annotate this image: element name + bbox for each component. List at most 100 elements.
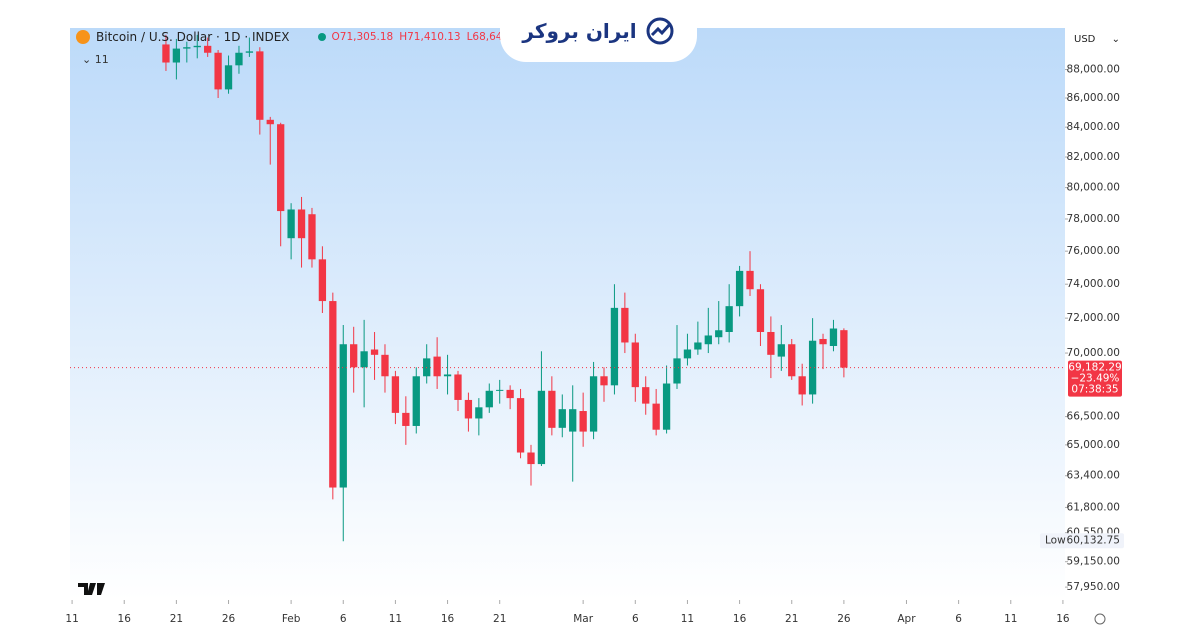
- y-tick-label: 57,950.00: [1067, 581, 1120, 593]
- low-tag-bg: [1040, 533, 1124, 549]
- candle-body: [756, 289, 765, 332]
- tv-logo: [78, 583, 105, 595]
- candle-body: [798, 376, 806, 395]
- candle-body: [662, 383, 671, 430]
- currency-select[interactable]: USD ⌄: [1074, 33, 1120, 45]
- y-tick-label: 88,000.00: [1067, 64, 1120, 76]
- candle-body: [683, 349, 692, 359]
- candle-body: [819, 338, 827, 345]
- candle-body: [412, 376, 420, 426]
- low-value: 60,132.75: [1067, 534, 1120, 546]
- x-tick-label: 16: [441, 613, 455, 625]
- x-tick-label: 11: [1004, 613, 1017, 625]
- candle-body: [318, 259, 327, 302]
- candle-body: [308, 214, 316, 260]
- candle-body: [642, 387, 650, 404]
- y-tick-label: 59,150.00: [1067, 556, 1120, 568]
- x-tick-label: 26: [837, 613, 851, 625]
- x-tick-label: 6: [340, 613, 347, 625]
- indicators-toggle[interactable]: ⌄ 11: [82, 53, 109, 66]
- candle-body: [767, 331, 775, 355]
- candle-body: [464, 399, 473, 419]
- candle-body: [443, 374, 452, 377]
- candle-body: [297, 209, 306, 239]
- candle-body: [569, 409, 577, 432]
- candle-body: [589, 376, 598, 432]
- candle-body: [360, 351, 368, 368]
- y-tick-label: 86,000.00: [1067, 92, 1120, 104]
- candle-body: [277, 124, 285, 212]
- candle-body: [579, 411, 587, 432]
- candle-body: [433, 356, 441, 377]
- x-tick-label: 26: [222, 613, 236, 625]
- x-tick-label: 11: [65, 613, 78, 625]
- symbol-title: Bitcoin / U.S. Dollar · 1D · INDEX: [96, 30, 290, 44]
- candle-body: [527, 452, 535, 465]
- candle-body: [266, 119, 274, 125]
- low-tag: Low: [1045, 534, 1066, 546]
- candle-body: [548, 390, 556, 428]
- x-tick-label: Apr: [897, 613, 916, 625]
- x-tick-label: 16: [733, 613, 747, 625]
- status-dot: [317, 33, 326, 41]
- y-tick-label: 78,000.00: [1067, 213, 1120, 225]
- y-tick-label: 65,000.00: [1067, 439, 1120, 451]
- candle-body: [256, 51, 264, 120]
- y-tick-label: 74,000.00: [1067, 278, 1120, 290]
- candle-body: [381, 354, 389, 377]
- candle-body: [245, 51, 254, 53]
- x-tick-label: 6: [955, 613, 962, 625]
- y-tick-label: 66,500.00: [1067, 411, 1120, 423]
- y-tick-label: 72,000.00: [1067, 312, 1120, 324]
- candle-body: [537, 390, 546, 465]
- y-tick-label: 76,000.00: [1067, 245, 1120, 257]
- candle-body: [224, 65, 233, 90]
- x-tick-label: 16: [118, 613, 132, 625]
- x-tick-label: 11: [681, 613, 694, 625]
- candle-body: [558, 409, 566, 428]
- last-price: 69,182.29: [1068, 362, 1121, 374]
- x-tick-label: Mar: [573, 613, 593, 625]
- candle-body: [621, 307, 629, 343]
- candle-body: [329, 301, 337, 488]
- x-tick-label: Feb: [282, 613, 301, 625]
- candle-body: [788, 344, 796, 377]
- symbol-header: Bitcoin / U.S. Dollar · 1D · INDEX O71,3…: [76, 30, 509, 44]
- candle-body: [402, 412, 410, 426]
- candle-body: [172, 48, 181, 63]
- candle-body: [339, 344, 347, 488]
- candle-body: [391, 376, 400, 413]
- candle-body: [694, 342, 702, 350]
- candle-body: [735, 270, 744, 307]
- candle-body: [829, 328, 838, 346]
- brand-logo: ایران بروکر: [500, 0, 697, 62]
- y-tick-label: 61,800.00: [1067, 501, 1120, 513]
- candle-body: [652, 403, 660, 430]
- candle-body: [370, 349, 379, 355]
- candle-body: [506, 389, 514, 399]
- candle-body: [808, 340, 817, 395]
- candle-body: [746, 270, 754, 290]
- brand-text: ایران بروکر: [522, 19, 637, 43]
- candle-body: [725, 306, 733, 332]
- ohlc-open: O71,305.18: [331, 31, 394, 43]
- y-tick-label: 82,000.00: [1067, 151, 1120, 163]
- countdown: 07:38:35: [1071, 384, 1118, 396]
- candle-body: [287, 209, 295, 239]
- candle-body: [631, 342, 639, 388]
- ohlc-low: L68,640: [466, 31, 510, 43]
- brand-icon: [646, 17, 674, 45]
- candle-body: [475, 407, 483, 419]
- candle-body: [673, 358, 681, 384]
- last-price-tag: [1068, 360, 1122, 397]
- indicator-count: 11: [94, 53, 109, 66]
- y-tick-label: 63,400.00: [1067, 470, 1120, 482]
- candle-body: [454, 374, 462, 400]
- candle-body: [183, 47, 191, 49]
- settings-icon[interactable]: [1094, 613, 1106, 625]
- x-tick-label: 21: [493, 613, 506, 625]
- coin-icon: [76, 30, 90, 44]
- x-tick-label: 16: [1056, 613, 1070, 625]
